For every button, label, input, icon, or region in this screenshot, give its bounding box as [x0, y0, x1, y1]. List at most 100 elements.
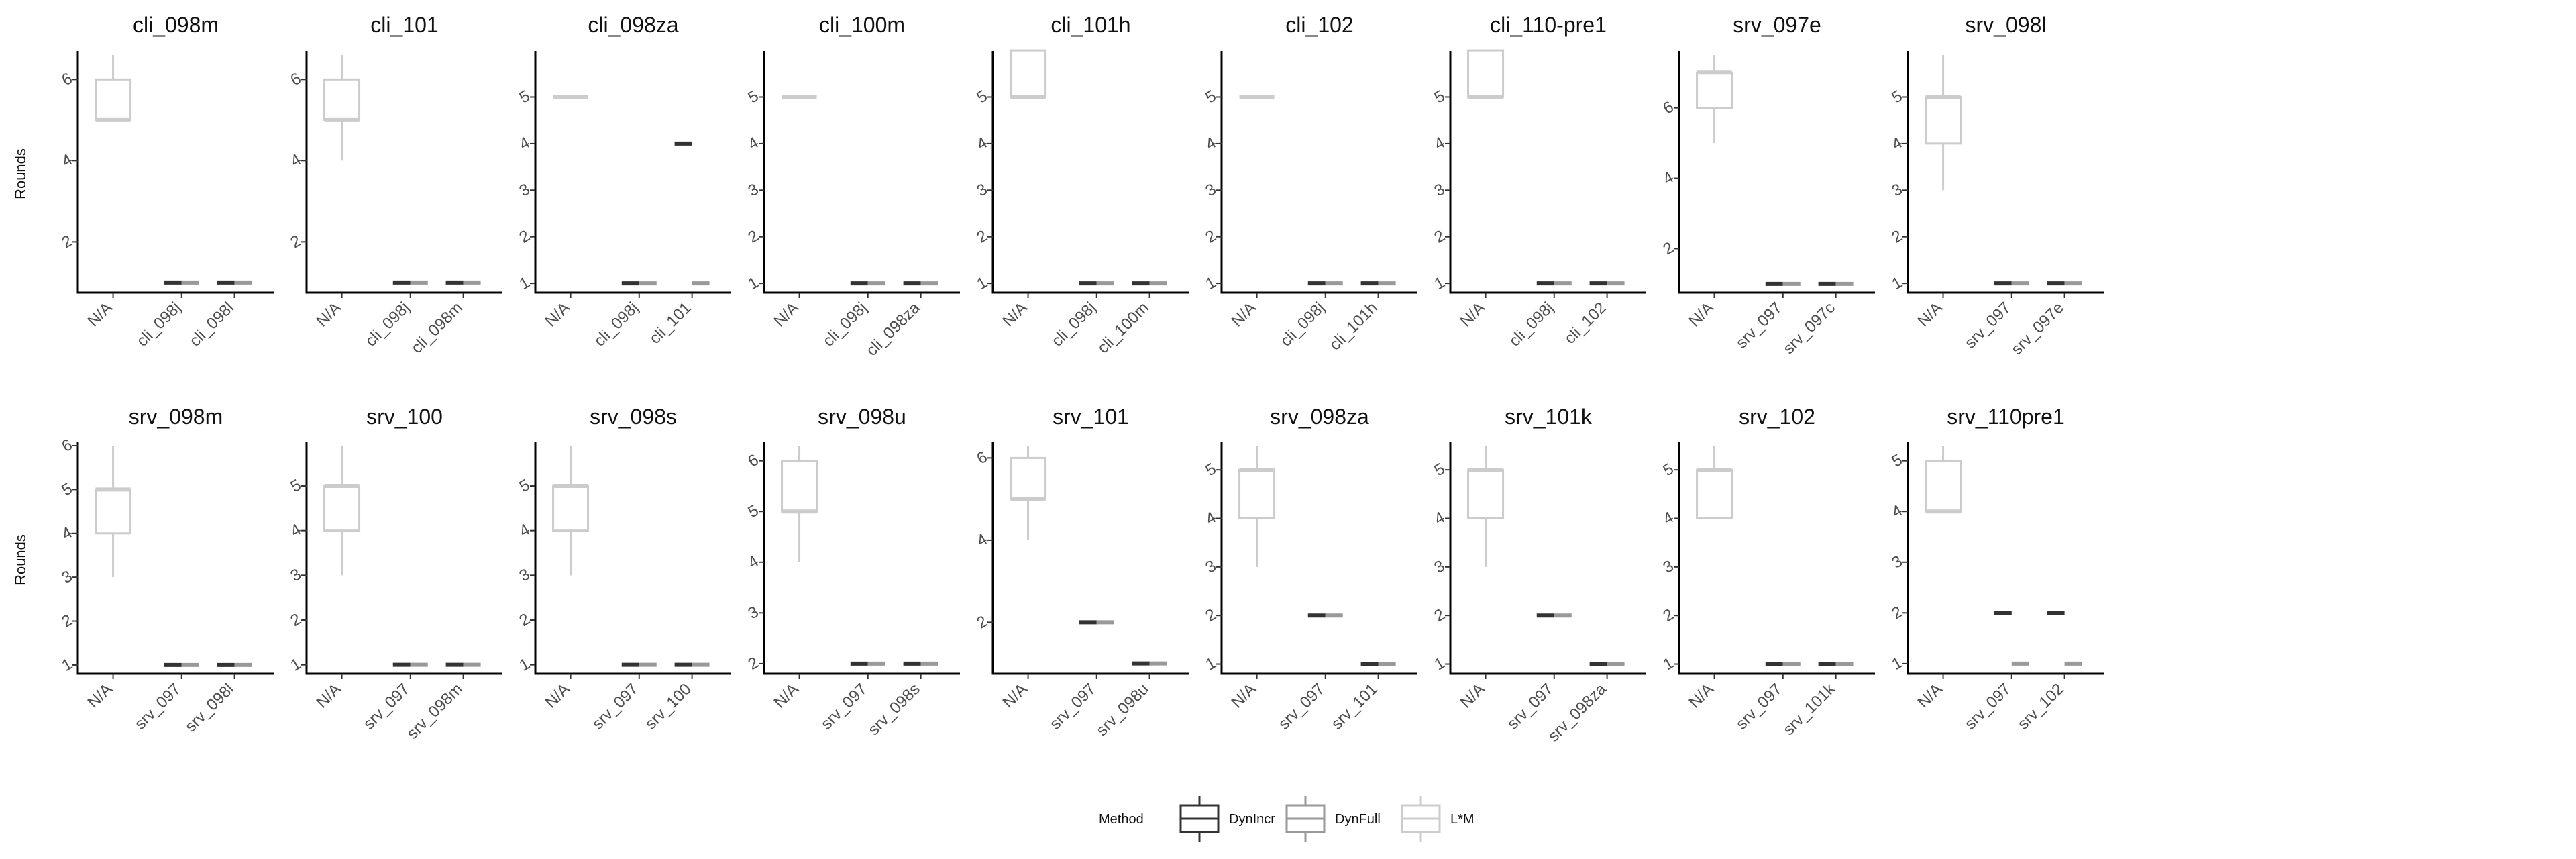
x-tick-label: N/A — [1456, 680, 1488, 711]
x-tick-label: cli_098j — [133, 299, 184, 350]
x-tick-label: cli_098j — [819, 299, 871, 350]
x-tick-label: srv_097 — [1046, 680, 1099, 733]
box-lm — [323, 485, 361, 532]
box-lm — [1696, 468, 1733, 520]
box-lm — [323, 78, 361, 121]
x-tick-label: srv_097 — [1962, 299, 2015, 352]
box-lm — [1010, 456, 1047, 501]
box-lm — [1696, 71, 1733, 109]
y-axis-label: Rounds — [12, 148, 29, 199]
box-lm — [1925, 460, 1962, 513]
x-tick-label: N/A — [84, 299, 115, 330]
x-tick-label: cli_100m — [1094, 299, 1152, 357]
x-tick-label: srv_097c — [1780, 299, 1839, 358]
x-tick-label: cli_098m — [408, 299, 466, 357]
box-lm — [1467, 468, 1505, 520]
panel-title: srv_101 — [1053, 405, 1129, 429]
x-tick-label: cli_098l — [186, 299, 237, 350]
legend-entry-DynFull: DynFull — [1285, 796, 1381, 842]
x-tick-label: srv_098u — [1093, 680, 1152, 740]
x-tick-label: N/A — [1685, 299, 1717, 330]
legend: Method DynIncr DynFull L*M — [1099, 796, 1474, 842]
x-tick-label: cli_101 — [646, 299, 695, 348]
x-tick-label: N/A — [84, 680, 115, 711]
x-tick-label: srv_097 — [1962, 680, 2015, 733]
box-lm — [1010, 49, 1047, 98]
x-tick-label: srv_101k — [1780, 679, 1839, 739]
x-tick-label: srv_097 — [1733, 299, 1786, 352]
x-tick-label: cli_101h — [1326, 299, 1381, 354]
x-tick-label: cli_098j — [1505, 299, 1557, 350]
x-tick-label: N/A — [999, 680, 1030, 711]
y-axis-label: Rounds — [12, 534, 29, 585]
panel-title: cli_100m — [819, 13, 905, 37]
x-tick-label: srv_097 — [818, 680, 871, 733]
panel-title: srv_110pre1 — [1947, 405, 2065, 429]
x-tick-label: N/A — [313, 299, 344, 330]
panel-title: srv_102 — [1739, 405, 1815, 429]
legend-entry-L*M: L*M — [1401, 796, 1474, 842]
panel-title: cli_098za — [588, 13, 678, 37]
x-tick-label: N/A — [999, 299, 1030, 330]
x-tick-label: srv_101 — [1328, 680, 1381, 733]
x-tick-label: N/A — [1456, 299, 1488, 330]
x-tick-label: N/A — [541, 299, 573, 330]
panel-title: cli_110-pre1 — [1490, 13, 1607, 37]
x-tick-label: srv_097 — [1275, 680, 1328, 733]
x-tick-label: srv_097 — [1504, 680, 1557, 733]
x-tick-label: cli_098j — [590, 299, 642, 350]
x-tick-label: N/A — [1685, 680, 1717, 711]
x-tick-label: srv_098s — [865, 680, 924, 739]
legend-label: DynIncr — [1229, 812, 1275, 827]
panel-title: srv_098s — [590, 405, 677, 429]
x-tick-label: N/A — [1914, 299, 1945, 330]
x-tick-label: N/A — [1228, 680, 1259, 711]
legend-title: Method — [1099, 812, 1144, 827]
x-tick-label: srv_097 — [1733, 680, 1786, 733]
x-tick-label: cli_098j — [1048, 299, 1099, 350]
x-tick-label: N/A — [770, 299, 802, 330]
x-tick-label: cli_102 — [1561, 299, 1610, 348]
box-lm — [1925, 95, 1962, 145]
panel-title: cli_102 — [1285, 13, 1353, 37]
x-tick-label: srv_097 — [360, 680, 413, 733]
panel-title: cli_101 — [370, 13, 438, 37]
x-tick-label: cli_098j — [362, 299, 413, 350]
legend-label: L*M — [1450, 812, 1474, 827]
x-tick-label: N/A — [541, 680, 573, 711]
legend-label: DynFull — [1335, 812, 1381, 827]
panel-title: srv_100 — [366, 405, 443, 429]
x-tick-label: N/A — [313, 680, 344, 711]
x-tick-label: N/A — [770, 680, 802, 711]
x-tick-label: srv_100 — [641, 680, 694, 733]
box-lm — [1467, 49, 1505, 98]
panel-title: srv_098m — [129, 405, 223, 429]
x-tick-label: srv_098m — [403, 680, 466, 743]
x-tick-label: srv_097 — [589, 680, 642, 733]
panel-title: cli_101h — [1051, 13, 1130, 37]
box-lm — [95, 488, 132, 535]
panel-title: srv_101k — [1505, 405, 1593, 429]
panel-title: cli_098m — [133, 13, 219, 37]
panel-title: srv_097e — [1733, 13, 1821, 37]
x-tick-label: N/A — [1914, 680, 1945, 711]
box-lm — [781, 460, 818, 513]
